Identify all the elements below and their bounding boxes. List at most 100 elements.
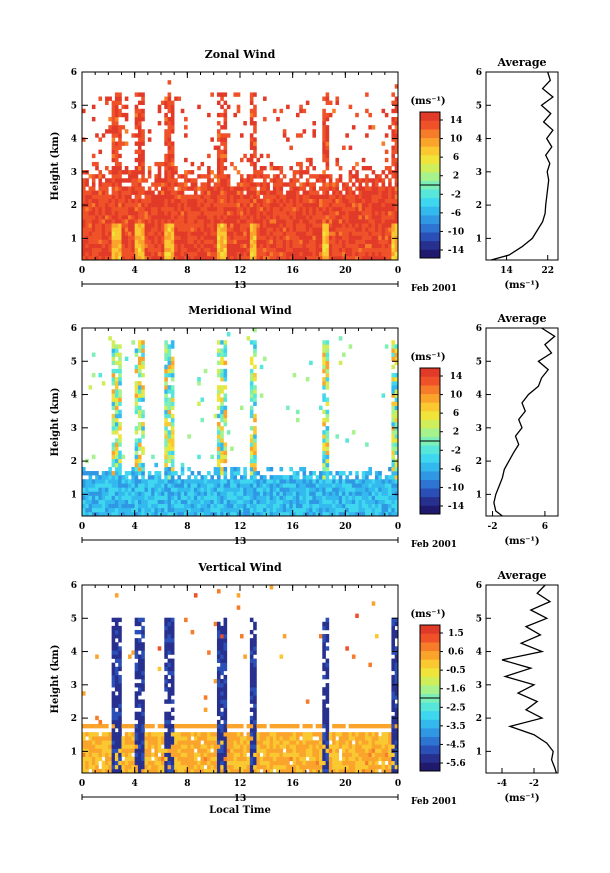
field-cell [328,178,333,183]
field-cell [374,251,379,257]
field-cell [365,210,369,216]
field-cell [351,198,356,204]
field-cell [319,499,323,505]
field-cell [286,511,290,517]
field-cell [249,495,254,500]
field-cell [322,364,326,370]
field-cell [223,674,228,680]
field-cell [312,495,317,500]
field-cell [309,479,313,484]
field-cell [374,479,379,484]
field-cell [207,487,211,492]
field-cell [328,231,333,236]
field-cell [394,247,399,253]
field-cell [180,190,185,195]
field-cell [167,446,172,451]
field-cell [276,198,280,204]
field-cell [95,251,99,257]
field-cell [114,174,119,179]
field-cell [105,752,109,757]
field-cell [137,219,142,224]
field-cell [88,186,93,191]
field-cell [253,454,257,460]
field-cell [286,198,290,204]
field-cell [279,466,284,472]
field-cell [335,507,340,513]
field-cell [368,243,372,249]
field-cell [187,466,191,472]
field-cell [226,182,231,187]
field-cell [335,231,340,236]
field-cell [88,251,93,257]
field-cell [137,227,142,232]
field-cell [322,442,326,447]
field-cell [230,752,234,757]
field-cell [105,96,109,101]
field-cell [223,625,228,631]
field-cell [328,223,333,228]
field-cell [154,764,159,770]
field-cell [253,186,257,191]
field-cell [170,430,175,435]
field-cell [325,174,330,179]
field-cell [85,231,89,236]
field-cell [85,206,89,212]
field-cell [105,247,109,253]
field-cell [164,385,168,390]
field-cell [111,348,116,353]
field-cell [322,385,326,390]
field-cell [381,511,386,517]
field-cell [164,752,168,757]
field-cell [101,381,106,386]
field-cell [154,206,159,212]
field-cell [134,206,139,212]
field-cell [124,736,129,741]
field-cell [220,227,224,232]
field-cell [358,194,363,199]
field-cell [220,166,224,171]
field-cell [203,475,208,480]
field-cell [167,699,172,704]
field-cell [223,145,228,150]
field-cell [286,499,290,505]
field-cell [118,491,122,496]
field-cell [190,231,195,236]
field-cell [174,166,178,171]
field-cell [319,210,323,216]
field-cell [157,503,162,509]
field-cell [299,255,303,261]
field-cell [164,454,168,460]
field-cell [128,511,132,517]
field-cell [108,736,112,741]
field-cell [223,768,228,774]
field-cell [177,182,182,187]
field-cell [137,170,142,175]
field-cell [394,178,399,183]
field-cell [378,178,382,183]
field-cell [279,479,284,484]
field-cell [256,255,261,261]
field-cell [233,466,238,472]
field-cell [164,723,168,729]
field-cell [325,491,330,496]
field-cell [302,491,307,496]
field-cell [161,491,165,496]
field-cell [299,210,303,216]
field-cell [345,206,349,212]
field-cell [111,707,116,712]
field-cell [289,239,293,244]
field-cell [144,760,149,766]
field-cell [118,744,122,749]
field-cell [180,462,185,468]
field-cell [174,732,178,737]
field-cell [85,182,89,187]
field-cell [253,145,257,150]
field-cell [137,471,142,476]
field-cell [141,348,145,353]
field-cell [269,251,274,257]
field-cell [282,487,287,492]
field-cell [184,247,188,253]
field-cell [381,223,386,228]
field-cell [101,752,106,757]
field-cell [394,223,399,228]
